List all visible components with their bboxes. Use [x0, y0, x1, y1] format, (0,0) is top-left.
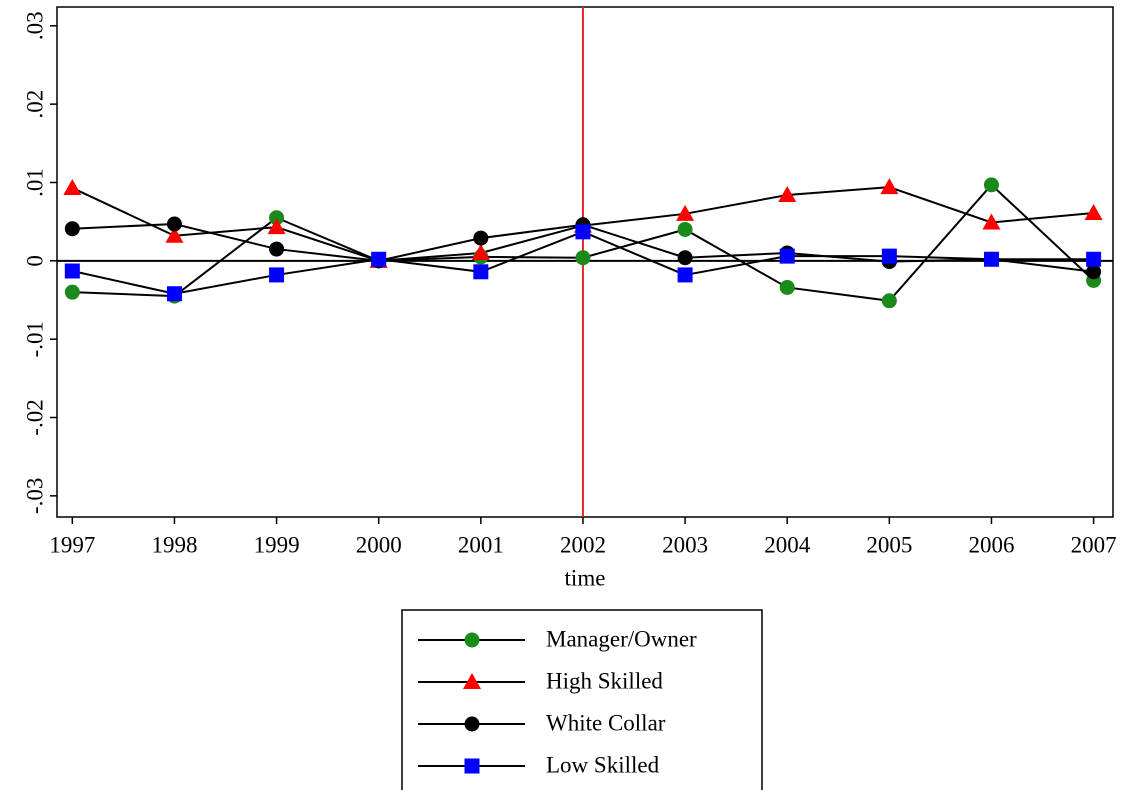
x-tick-label: 1998	[151, 532, 197, 557]
data-point	[166, 216, 182, 232]
data-point	[1086, 251, 1102, 267]
data-point	[473, 264, 489, 280]
legend-marker	[463, 673, 481, 689]
data-point	[677, 250, 693, 266]
data-point	[473, 230, 489, 246]
data-point	[982, 213, 1001, 230]
x-tick-label: 2000	[356, 532, 402, 557]
x-tick-label: 2004	[764, 532, 811, 557]
y-tick-label: -.02	[22, 399, 47, 435]
data-point	[1084, 204, 1103, 221]
data-point	[64, 263, 80, 279]
y-tick-label: 0	[22, 255, 47, 267]
data-point	[880, 178, 899, 195]
x-tick-label: 2007	[1071, 532, 1117, 557]
x-tick-label: 1999	[254, 532, 300, 557]
data-point	[779, 279, 795, 295]
data-point	[1086, 264, 1102, 280]
x-tick-label: 2003	[662, 532, 708, 557]
data-point	[575, 250, 591, 266]
legend-marker	[464, 758, 480, 774]
legend-label: High Skilled	[546, 668, 663, 693]
data-point	[64, 284, 80, 300]
data-point	[371, 251, 387, 267]
data-point	[575, 224, 591, 240]
legend-marker	[464, 632, 480, 648]
data-point	[64, 221, 80, 237]
data-point	[269, 241, 285, 257]
legend-label: Low Skilled	[546, 752, 660, 777]
data-point	[983, 177, 999, 193]
data-point	[677, 267, 693, 283]
x-tick-label: 2002	[560, 532, 606, 557]
y-tick-label: -.01	[22, 321, 47, 357]
data-point	[63, 178, 82, 195]
data-point	[778, 186, 797, 203]
x-tick-label: 2001	[458, 532, 504, 557]
legend-marker	[464, 716, 480, 732]
x-tick-label: 2005	[866, 532, 912, 557]
y-tick-label: .01	[22, 168, 47, 197]
x-tick-label: 1997	[49, 532, 95, 557]
data-point	[881, 293, 897, 309]
x-axis-label: time	[565, 565, 606, 590]
data-point	[779, 248, 795, 264]
data-point	[165, 226, 184, 243]
x-tick-label: 2006	[968, 532, 1014, 557]
y-tick-label: .02	[22, 90, 47, 119]
legend-label: White Collar	[546, 710, 666, 735]
data-point	[676, 204, 695, 221]
plot-frame	[56, 6, 1114, 518]
data-point	[269, 210, 285, 226]
y-tick-label: .03	[22, 11, 47, 40]
data-point	[267, 218, 286, 235]
data-point	[677, 221, 693, 237]
y-tick-label: -.03	[22, 478, 47, 514]
data-point	[471, 243, 490, 260]
data-point	[269, 267, 285, 283]
data-point	[881, 248, 897, 264]
data-point	[166, 286, 182, 302]
legend-label: Manager/Owner	[546, 626, 697, 651]
data-point	[983, 251, 999, 267]
